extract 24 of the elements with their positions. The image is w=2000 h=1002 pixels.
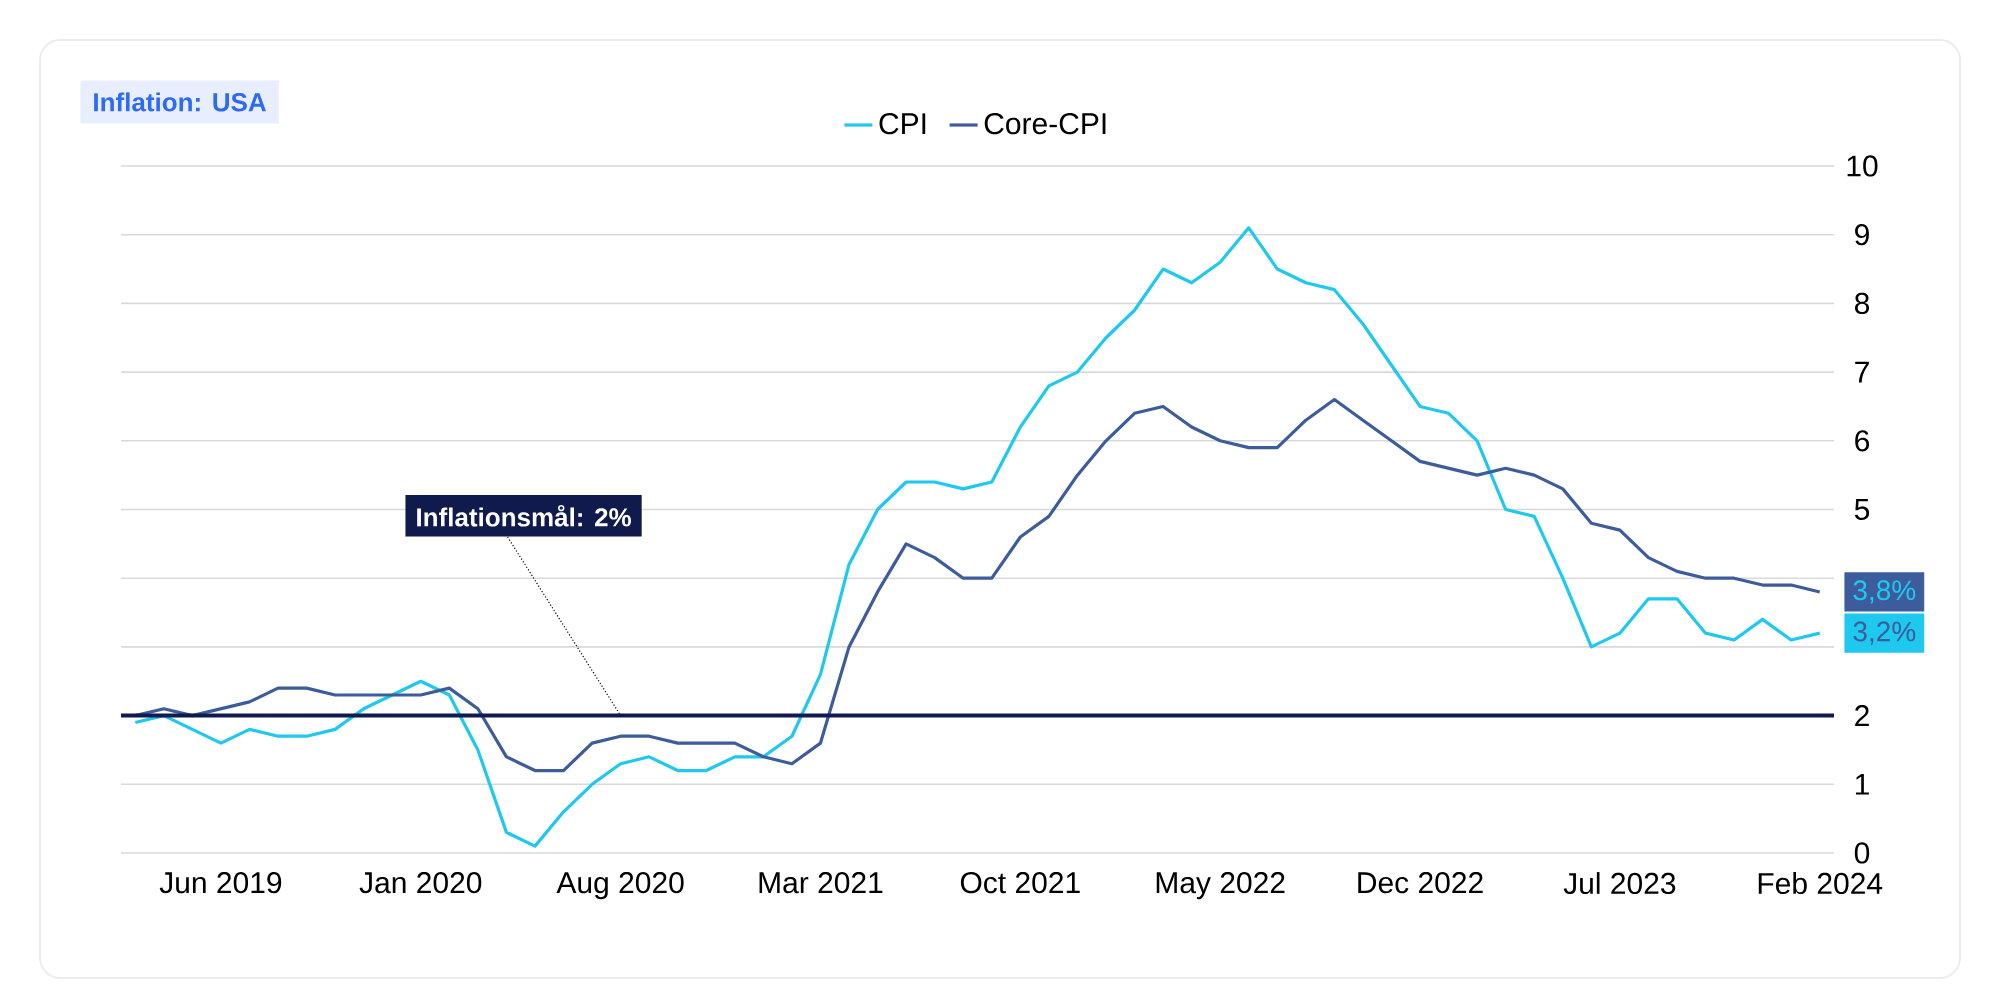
x-tick-label: May 2022 (1156, 872, 1285, 900)
data-label: 3,8% (1853, 580, 1916, 604)
x-tick-label: Jan 2020 (359, 872, 482, 894)
y-tick-label: 6 (1855, 430, 1870, 452)
y-tick-label: 2 (1855, 705, 1869, 727)
y-tick-label: 10 (1847, 155, 1878, 177)
y-tick-label: 7 (1855, 361, 1869, 383)
y-tick-label: 9 (1855, 224, 1869, 246)
legend-label: Core-CPI (984, 113, 1106, 135)
y-tick-label: 8 (1854, 292, 1870, 315)
data-label: 3,2% (1853, 621, 1916, 645)
x-tick-label: Dec 2022 (1358, 872, 1483, 894)
annotation: Inflationsmål: 2% (417, 504, 631, 527)
x-tick-label: Jul 2023 (1563, 872, 1676, 895)
x-tick-label: Oct 2021 (960, 872, 1080, 894)
x-tick-label: Mar 2021 (759, 872, 883, 894)
x-tick-label: Aug 2020 (556, 872, 684, 900)
y-tick-label: 1 (1855, 773, 1869, 795)
y-tick-label: 0 (1854, 842, 1870, 864)
chart-title: Inflation: USA (94, 92, 267, 112)
y-tick-label: 5 (1854, 499, 1870, 520)
legend-label: CPI (879, 113, 926, 135)
x-tick-label: Feb 2024 (1758, 872, 1883, 895)
x-tick-label: Jun 2019 (159, 872, 282, 894)
